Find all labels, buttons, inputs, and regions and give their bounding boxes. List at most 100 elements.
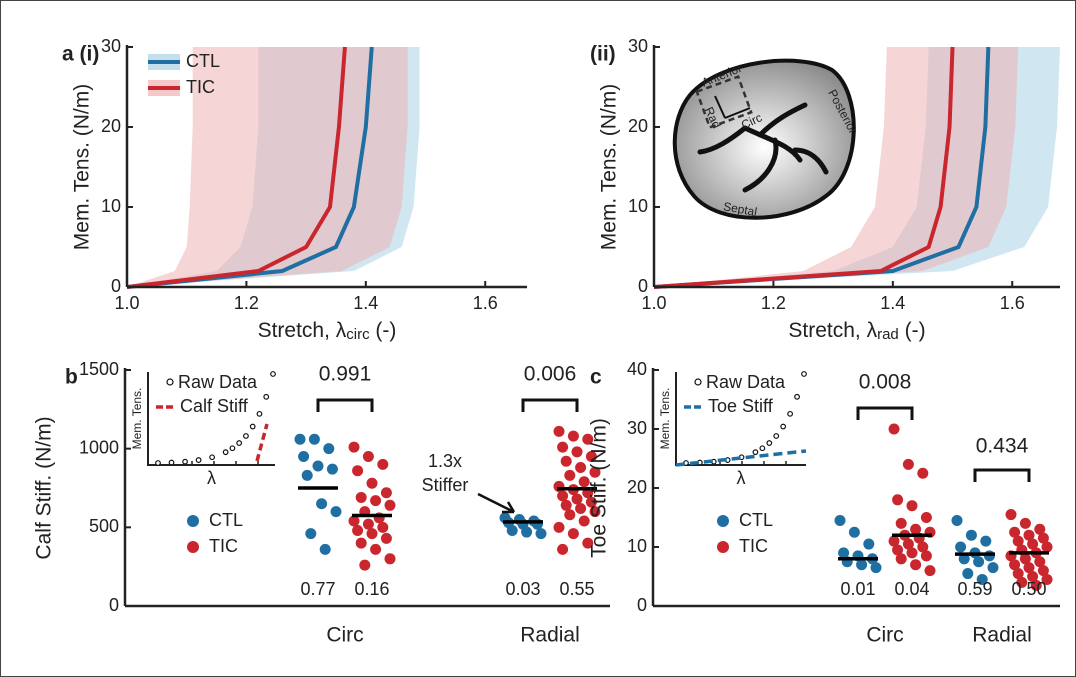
data-point [834, 514, 846, 526]
data-point [888, 423, 900, 435]
inset-raw-point [256, 410, 263, 417]
data-point [848, 526, 860, 538]
data-point [319, 543, 331, 555]
data-point [1027, 571, 1039, 582]
group-label: 0.77 [300, 579, 335, 599]
data-point [955, 541, 967, 553]
data-point [560, 455, 572, 467]
data-point [987, 562, 999, 574]
data-point [582, 433, 594, 445]
inset-raw-point [270, 371, 276, 377]
data-point [888, 535, 900, 547]
data-point [1023, 529, 1035, 541]
inset-legend-label: Raw Data [706, 372, 786, 392]
data-point [567, 430, 579, 442]
data-point [1037, 532, 1049, 544]
bracket [316, 398, 374, 412]
data-point [920, 550, 932, 562]
y-tick-label: 1000 [79, 437, 119, 457]
data-point [906, 500, 918, 512]
y-tick-label: 10 [627, 536, 647, 556]
panel-label: a (i) [62, 43, 99, 66]
inset-legend-label: Calf Stiff [180, 396, 249, 416]
x-label-end: (-) [899, 319, 926, 342]
inset-raw-point [780, 423, 787, 430]
group-label: 0.16 [354, 579, 389, 599]
x-axis-label: Stretch, λcirc (-) [258, 319, 397, 343]
data-point [352, 465, 364, 477]
inset-raw-point [752, 449, 759, 456]
mean-line [653, 46, 955, 289]
inset-y-label: Mem. Tens. [658, 388, 672, 450]
legend-label: CTL [739, 510, 773, 530]
data-point [585, 496, 597, 508]
data-point [564, 509, 576, 521]
data-point [348, 441, 360, 453]
chordae [697, 102, 829, 193]
data-point [1037, 565, 1049, 577]
panel-label: c [590, 366, 602, 389]
data-point [312, 460, 324, 472]
data-point [571, 446, 583, 458]
legend-marker [717, 515, 729, 527]
mean-line [126, 46, 374, 289]
mean-line [126, 46, 347, 289]
data-point [1005, 509, 1017, 521]
annotation: 1.3x [428, 451, 462, 471]
x-tick-label: 1.6 [473, 293, 498, 313]
data-point [366, 528, 378, 540]
data-point [521, 526, 533, 538]
y-tick-label: 20 [627, 477, 647, 497]
bracket [521, 398, 579, 412]
y-tick-label: 0 [111, 276, 121, 296]
data-point [902, 538, 914, 550]
inset-raw-point [794, 393, 800, 400]
x-tick-label: 1.4 [353, 293, 378, 313]
group-label: 0.04 [894, 579, 929, 599]
data-point [870, 562, 882, 574]
data-point [1041, 541, 1053, 553]
inset-raw-point [182, 458, 188, 465]
y-axis-label: Toe Stiff. (N/m) [588, 418, 611, 558]
inset-raw-point [759, 445, 766, 452]
inset-raw-point [195, 457, 202, 463]
data-point [973, 556, 985, 568]
data-point [895, 553, 907, 565]
data-point [924, 565, 936, 577]
y-tick-label: 10 [101, 196, 121, 216]
inset-y-label: Mem. Tens. [130, 388, 144, 450]
bracket [856, 406, 914, 420]
data-point [305, 528, 317, 540]
data-point [575, 502, 587, 514]
group-label: 0.55 [559, 579, 594, 599]
data-point [377, 458, 389, 470]
data-point [564, 469, 576, 481]
x-tick-label: 1.2 [234, 293, 259, 313]
data-point [962, 568, 974, 580]
data-point [384, 553, 396, 565]
data-point [326, 463, 338, 475]
y-tick-label: 20 [628, 116, 648, 136]
circ-arrow [724, 107, 751, 119]
p-value: 0.434 [976, 435, 1029, 458]
y-tick-label: 20 [101, 116, 121, 136]
diagram-label: Septal [722, 199, 758, 219]
x-tick-label: 1.4 [880, 293, 905, 313]
p-value: 0.006 [524, 363, 577, 386]
legend-label: TIC [739, 536, 768, 556]
data-point [380, 532, 392, 544]
band [127, 47, 408, 287]
data-point [920, 512, 932, 523]
data-point [965, 529, 977, 541]
data-point [362, 518, 374, 530]
legend-label: CTL [186, 51, 220, 71]
data-point [571, 493, 583, 505]
data-point [578, 515, 590, 527]
y-tick-label: 30 [627, 418, 647, 438]
rad-arrow [714, 95, 726, 119]
data-point [958, 553, 970, 565]
x-label-sub: rad [877, 326, 899, 343]
data-point [582, 537, 594, 549]
group-label: 0.03 [505, 579, 540, 599]
inset-raw-point [168, 459, 175, 466]
